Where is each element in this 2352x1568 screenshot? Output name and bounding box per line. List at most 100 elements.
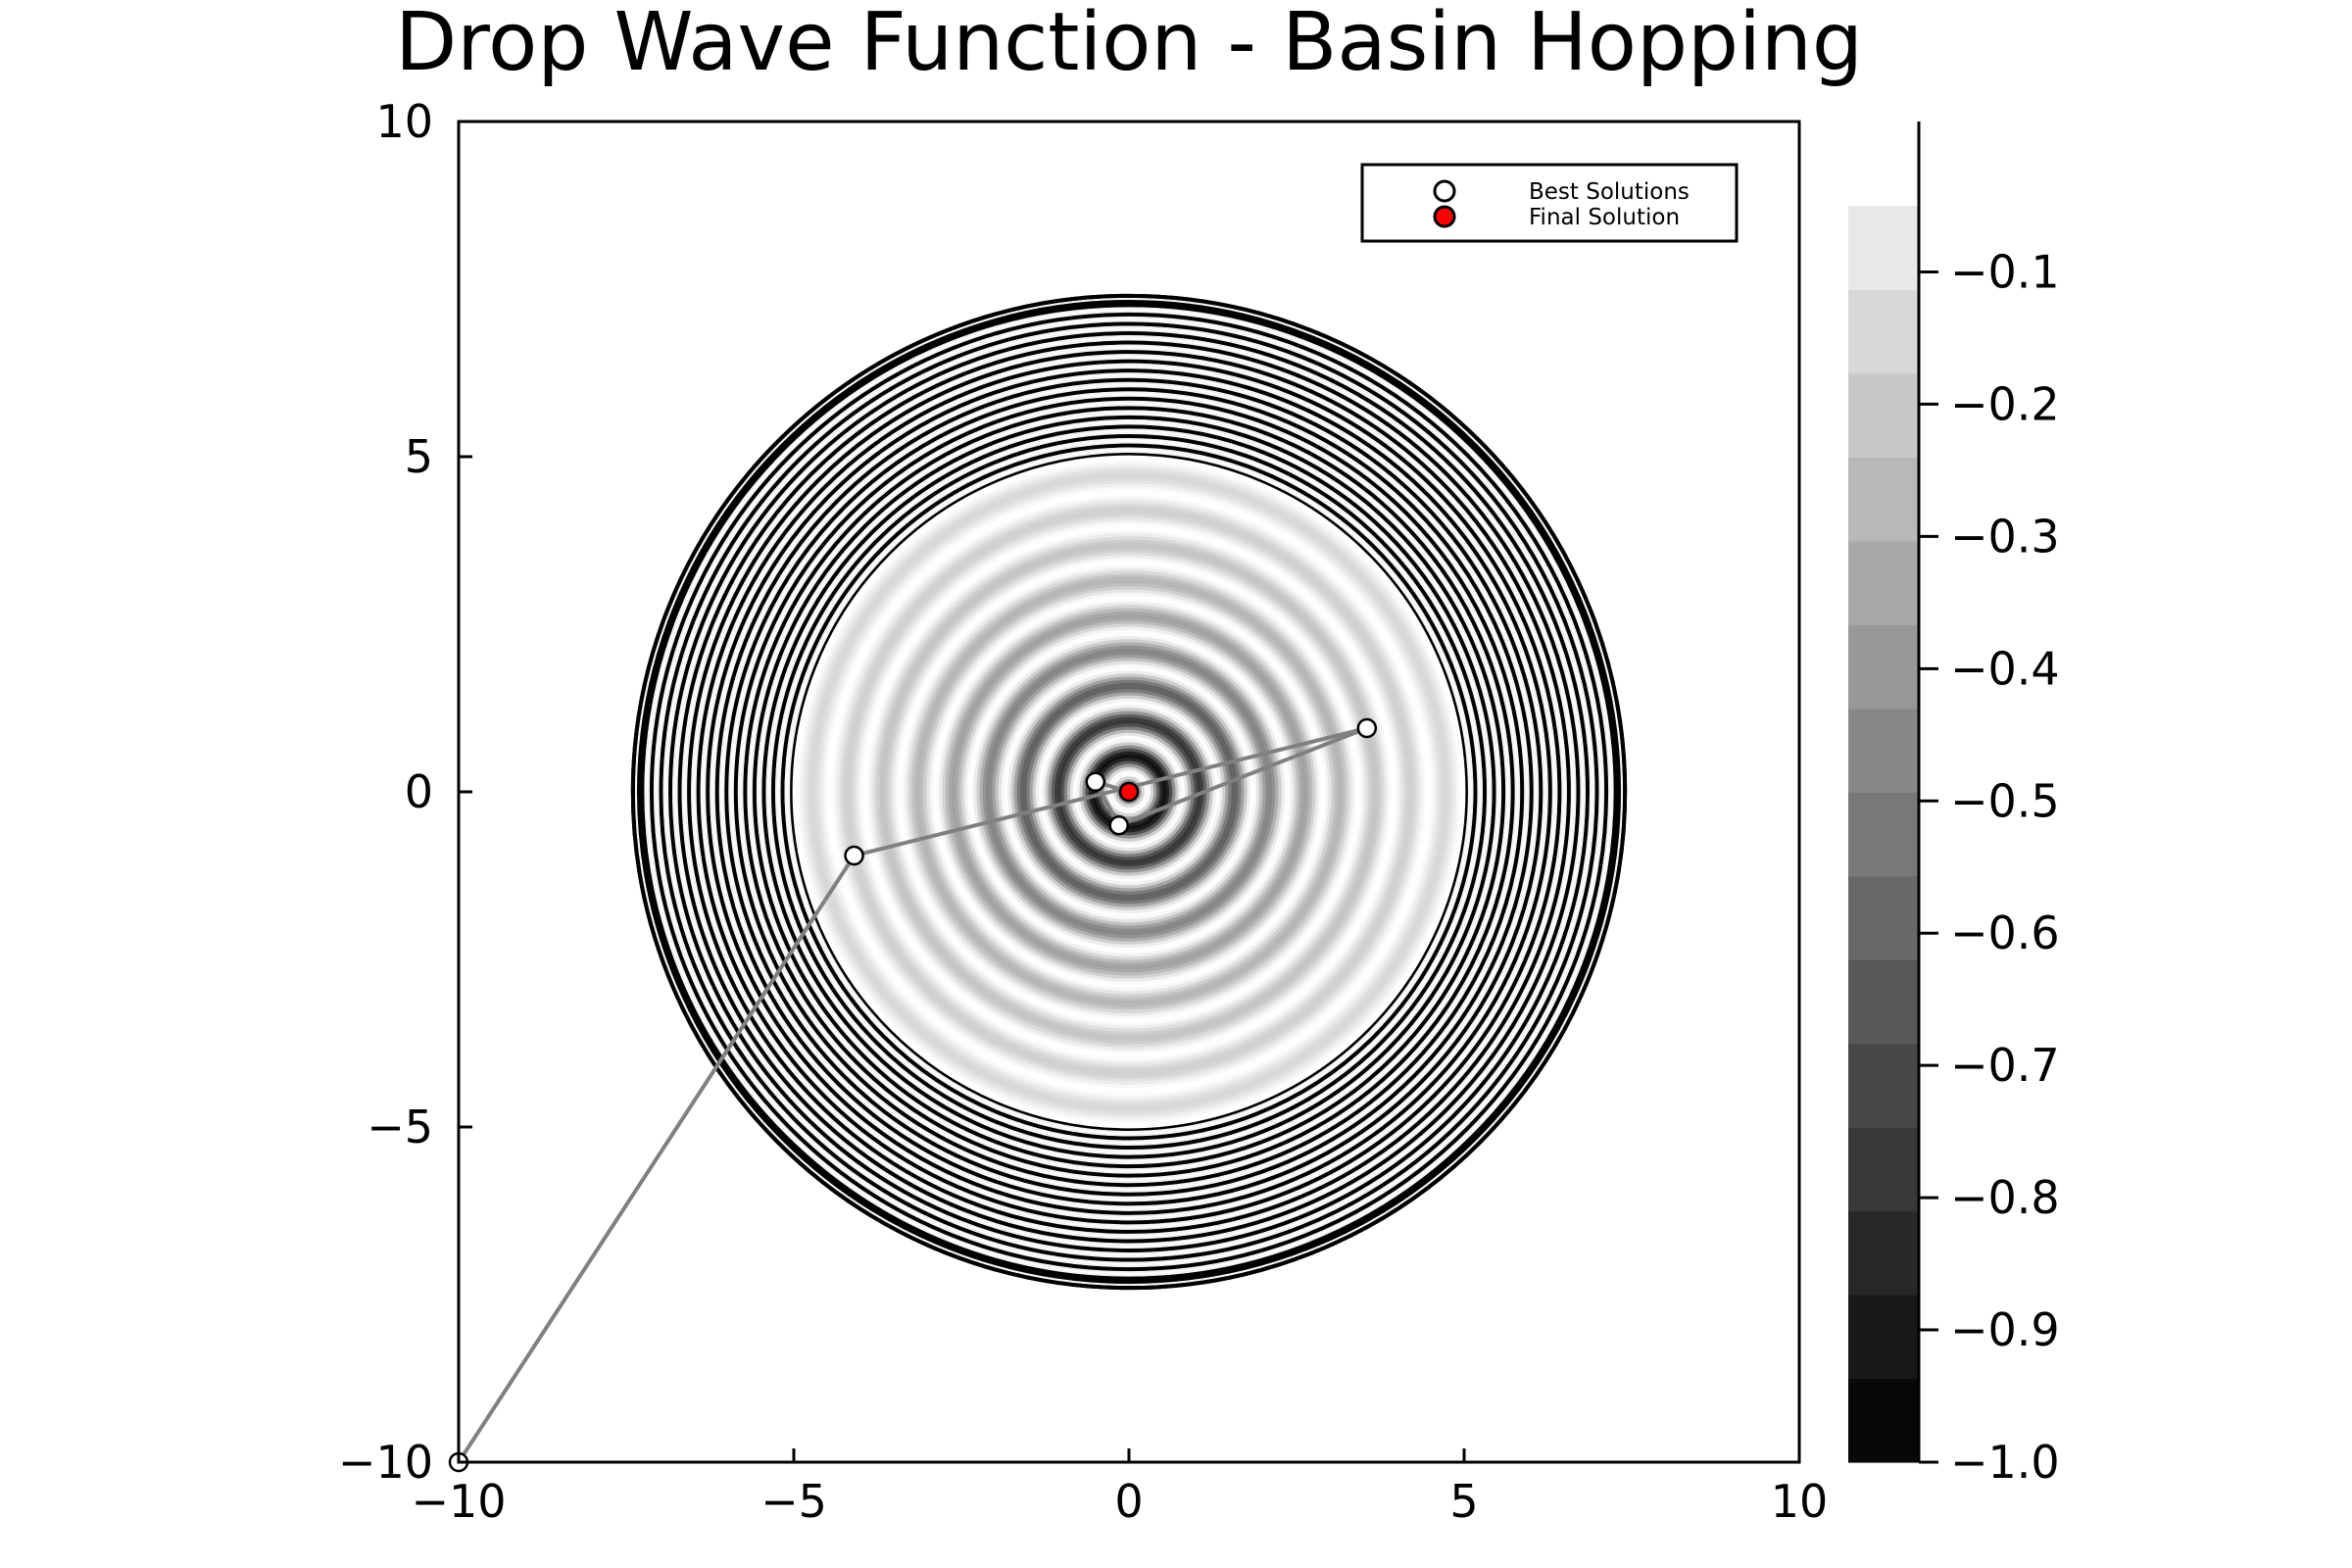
x-axis: −10 −5 0 5 10 xyxy=(411,1448,1828,1528)
contour-ring xyxy=(675,338,1583,1246)
contour-ring xyxy=(1079,742,1179,842)
contour-ring xyxy=(1072,735,1186,849)
contour-ring xyxy=(910,573,1348,1010)
contour-ring xyxy=(985,648,1273,936)
contour-ring xyxy=(743,406,1515,1178)
contour-ring xyxy=(1022,685,1235,898)
contour-ring xyxy=(635,298,1623,1286)
colorbar-band xyxy=(1848,1295,1919,1380)
colorbar-band xyxy=(1848,708,1919,793)
contour-ring xyxy=(741,404,1517,1180)
contour-ring xyxy=(714,377,1544,1206)
final-solution-point xyxy=(1118,781,1140,803)
contour-ring xyxy=(982,645,1276,939)
colorbar-band xyxy=(1848,959,1919,1045)
contour-ring xyxy=(1010,673,1248,910)
colorbar-band xyxy=(1848,457,1919,542)
colorbar-band xyxy=(1848,792,1919,877)
contour-ring xyxy=(979,642,1279,942)
contour-ring xyxy=(691,354,1567,1230)
contour-ring xyxy=(820,483,1438,1101)
contour-ring xyxy=(858,520,1400,1063)
contour-ring xyxy=(1060,723,1198,860)
chart-title: Drop Wave Function - Basin Hopping xyxy=(395,0,1863,89)
contour-ring xyxy=(1007,670,1250,913)
contour-ring xyxy=(876,539,1382,1045)
colorbar-band xyxy=(1848,624,1919,710)
contour-ring xyxy=(737,400,1521,1184)
contour-ring xyxy=(790,453,1468,1131)
contour-ring xyxy=(805,467,1453,1116)
contour-ring-outer xyxy=(630,293,1628,1291)
colorbar-tick-label: −0.4 xyxy=(1950,642,2060,695)
contour-ring xyxy=(718,381,1540,1202)
colorbar-tick-label: −1.0 xyxy=(1950,1436,2060,1489)
contour-ring xyxy=(677,340,1581,1244)
contour-ring xyxy=(829,492,1429,1092)
contour-ring xyxy=(817,480,1441,1103)
contour-ring xyxy=(935,598,1323,986)
y-tick-label: 0 xyxy=(405,765,433,818)
legend-label-final: Final Solution xyxy=(1529,205,1680,230)
legend-label-best: Best Solutions xyxy=(1529,179,1690,205)
contour-ring xyxy=(1069,732,1189,852)
contour-ring xyxy=(832,495,1426,1089)
contour-ring xyxy=(823,486,1435,1098)
contour-ring xyxy=(668,331,1590,1252)
contour-ring xyxy=(1001,663,1257,920)
contour-ring xyxy=(886,549,1372,1035)
contour-ring xyxy=(813,476,1445,1107)
colorbar-tick-label: −0.1 xyxy=(1950,245,2060,298)
colorbar: −0.1 −0.2 −0.3 −0.4 −0.5 −0.6 −0.7 −0.8 −0.9 −1.0 xyxy=(1848,122,2060,1489)
contour-ring xyxy=(657,319,1601,1264)
contour-ring xyxy=(649,312,1609,1272)
contour-ring xyxy=(926,589,1332,995)
contour-ring xyxy=(662,325,1595,1258)
contour-ring xyxy=(672,335,1586,1249)
colorbar-band xyxy=(1848,289,1919,374)
contour-ring xyxy=(724,387,1534,1197)
contour-ring xyxy=(747,410,1511,1174)
contour-ring xyxy=(855,517,1403,1066)
contour-ring xyxy=(1038,701,1220,883)
colorbar-tick-label: −0.2 xyxy=(1950,377,2060,430)
contour-ring xyxy=(1088,751,1170,833)
colorbar-tick-label: −0.5 xyxy=(1950,774,2060,827)
contour-ring xyxy=(873,536,1385,1048)
contour-ring xyxy=(703,366,1555,1218)
contour-ring xyxy=(939,602,1319,982)
contour-ring xyxy=(694,357,1564,1227)
contour-ring xyxy=(995,658,1263,926)
contour-ring xyxy=(775,438,1483,1146)
contour-ring xyxy=(802,465,1456,1119)
contour-ring xyxy=(778,441,1480,1143)
colorbar-band xyxy=(1848,1127,1919,1212)
contour-ring xyxy=(948,611,1310,973)
contour-ring xyxy=(845,508,1413,1076)
legend-marker-final xyxy=(1433,205,1456,228)
y-tick-label: 5 xyxy=(405,430,433,483)
x-tick-label: 5 xyxy=(1449,1475,1478,1528)
contour-ring xyxy=(654,317,1604,1267)
legend-box xyxy=(1360,163,1739,243)
colorbar-tick-label: −0.6 xyxy=(1950,906,2060,959)
legend-marker-best xyxy=(1433,179,1456,203)
best-solution-point xyxy=(844,845,864,866)
x-tick-label: −10 xyxy=(411,1475,506,1528)
contour-ring xyxy=(913,576,1345,1007)
contour-ring xyxy=(1085,748,1173,836)
contour-ring xyxy=(780,443,1478,1141)
contour-ring xyxy=(826,489,1432,1095)
contour-ring xyxy=(761,424,1496,1159)
contour-ring xyxy=(998,661,1260,923)
contour-ring xyxy=(966,629,1292,955)
contour-ring xyxy=(787,450,1471,1134)
contour-ring xyxy=(907,570,1350,1013)
x-tick-label: 10 xyxy=(1771,1475,1829,1528)
colorbar-band xyxy=(1848,1210,1919,1296)
contour-ring xyxy=(860,523,1397,1060)
contour-ring xyxy=(784,447,1474,1137)
contour-ring xyxy=(1076,739,1182,845)
contour-ring xyxy=(1042,705,1216,879)
